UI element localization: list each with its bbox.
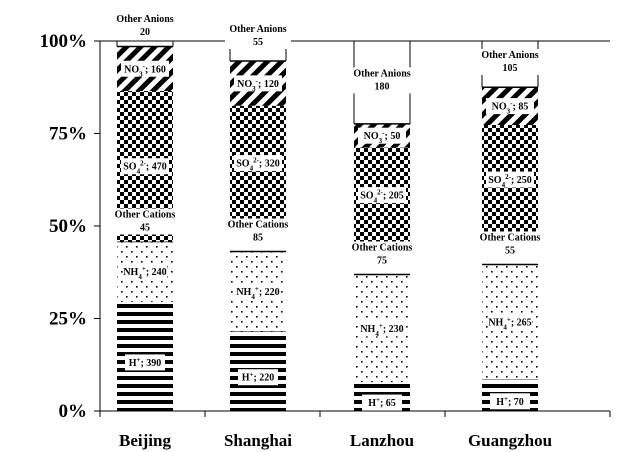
category-label: Lanzhou — [350, 431, 414, 450]
segment-label: SO42-; 250 — [488, 173, 532, 189]
other-cations-label: Other Cations — [480, 232, 541, 243]
segment-label-box — [490, 393, 530, 410]
other-cations-value: 75 — [377, 255, 387, 266]
other-anions-value: 20 — [140, 27, 150, 38]
segment-label-box — [486, 98, 534, 115]
other-anions-label: Other Anions — [229, 24, 286, 35]
other-cations-value: 55 — [505, 245, 515, 256]
axis-layer: 0% 25% 50% 75% 100% — [40, 31, 611, 422]
segment-label: H+; 220 — [242, 371, 275, 384]
segment-label-box — [125, 354, 165, 371]
segment-label-box — [236, 283, 280, 300]
other-cations-box — [474, 231, 546, 258]
y-tick-label: 25% — [49, 309, 87, 330]
other-anions-value: 55 — [253, 37, 263, 48]
category-label: Guangzhou — [468, 431, 552, 450]
segment-label-box — [488, 314, 532, 331]
category-label: Shanghai — [224, 431, 292, 450]
segment-label-box — [234, 155, 282, 172]
segment-label: SO42-; 320 — [236, 157, 280, 173]
other-anions-box — [477, 49, 543, 75]
y-tick-label: 100% — [40, 31, 88, 52]
segment-label-box — [123, 263, 167, 280]
other-anions-box — [349, 67, 415, 94]
other-anions-value: 180 — [375, 81, 390, 92]
segment-label: H+; 70 — [496, 395, 524, 408]
segment-label: NO3-; 85 — [492, 100, 529, 116]
other-cations-value: 85 — [253, 233, 263, 244]
other-anions-label: Other Anions — [116, 14, 173, 25]
segment-label: SO42-; 205 — [360, 189, 404, 205]
segment-label: NH4+; 230 — [360, 322, 403, 338]
segment-label: SO42-; 470 — [123, 160, 167, 176]
y-tick-label: 0% — [59, 401, 88, 422]
category-label: Beijing — [119, 431, 171, 450]
other-cations-label: Other Cations — [228, 220, 289, 231]
other-cations-value: 45 — [140, 223, 150, 234]
segment-label: NH4+; 265 — [488, 316, 531, 332]
segment-label-box — [360, 320, 404, 337]
y-tick-label: 75% — [49, 124, 87, 145]
segment-label: NH4+; 220 — [236, 285, 279, 301]
segment-label: H+; 65 — [368, 396, 396, 409]
segment-label: NH4+; 240 — [123, 265, 166, 281]
segment-label-box — [121, 158, 169, 175]
y-tick-label: 50% — [49, 216, 87, 237]
other-cations-label: Other Cations — [115, 210, 176, 221]
segment-label: NO3-; 160 — [124, 62, 166, 78]
segment-label-box — [238, 369, 278, 386]
other-cations-box — [109, 208, 181, 235]
other-anions-box — [225, 23, 291, 49]
segment-label: NO3-; 50 — [364, 129, 401, 145]
segment-label-box — [121, 60, 169, 77]
segment-label-box — [358, 187, 406, 204]
other-cations-box — [346, 241, 418, 268]
other-anions-value: 105 — [503, 63, 518, 74]
other-cations-label: Other Cations — [352, 242, 413, 253]
segment-label-box — [234, 75, 282, 92]
segment-label-box — [486, 171, 534, 188]
segment-label-box — [358, 127, 406, 144]
labels-layer: H+; 390 NH4+; 240 Other Cations 45 SO42-; 47… — [109, 13, 552, 450]
segment-label: H+; 390 — [129, 356, 162, 369]
segment-label: NO3-; 120 — [237, 77, 279, 93]
other-anions-label: Other Anions — [353, 68, 410, 79]
other-anions-box — [112, 13, 178, 39]
other-anions-label: Other Anions — [481, 50, 538, 61]
segment-label-box — [362, 394, 402, 411]
other-cations-box — [222, 218, 294, 245]
